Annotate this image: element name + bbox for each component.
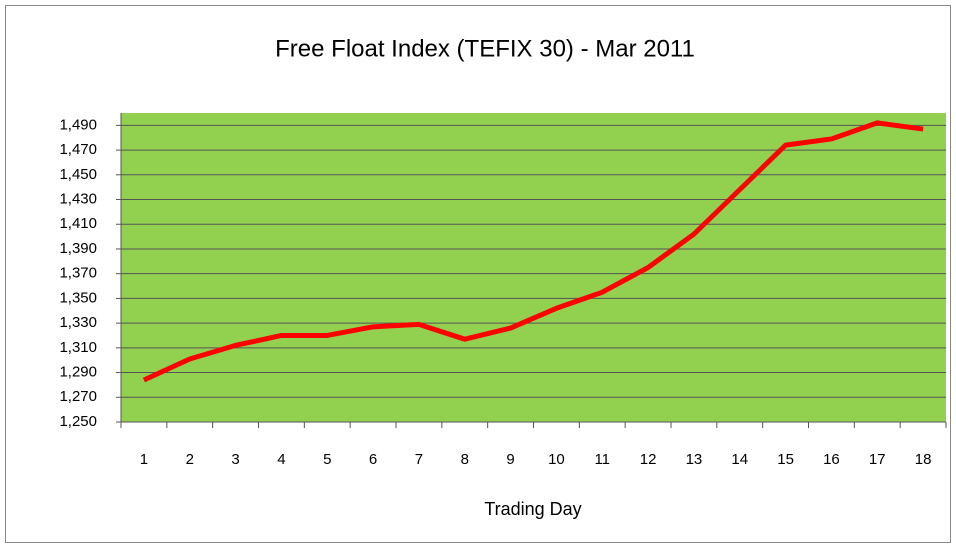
x-axis-label: Trading Day	[484, 499, 581, 519]
x-tick-label: 6	[369, 451, 377, 468]
x-tick-label: 11	[594, 451, 610, 468]
y-tick-label: 1,330	[59, 314, 97, 331]
x-tick-label: 13	[686, 451, 703, 468]
x-tick-label: 9	[506, 451, 514, 468]
data-line	[142, 120, 924, 383]
y-tick-label: 1,390	[59, 240, 97, 257]
x-tick-label: 8	[461, 451, 469, 468]
x-tick-label: 10	[548, 451, 565, 468]
x-tick-label: 14	[731, 451, 748, 468]
x-tick-label: 1	[140, 451, 148, 468]
x-tick-label: 3	[231, 451, 239, 468]
y-tick-label: 1,270	[59, 388, 97, 405]
x-tick-label: 17	[869, 451, 886, 468]
x-tick-label: 12	[640, 451, 657, 468]
y-tick-label: 1,470	[59, 141, 97, 158]
y-tick-label: 1,430	[59, 190, 97, 207]
x-tick-label: 7	[415, 451, 423, 468]
y-tick-label: 1,310	[59, 339, 97, 356]
y-tick-label: 1,490	[59, 116, 97, 133]
x-tick-label: 15	[777, 451, 794, 468]
y-tick-label: 1,250	[59, 413, 97, 430]
plot-area	[121, 113, 946, 422]
y-tick-label: 1,290	[59, 364, 97, 381]
x-tick-label: 2	[186, 451, 194, 468]
x-tick-label: 5	[323, 451, 331, 468]
chart-title: Free Float Index (TEFIX 30) - Mar 2011	[275, 35, 695, 62]
x-tick-label: 4	[277, 451, 285, 468]
y-tick-label: 1,450	[59, 166, 97, 183]
x-tick-label: 16	[823, 451, 840, 468]
y-tick-label: 1,370	[59, 265, 97, 282]
x-tick-label: 18	[915, 451, 932, 468]
y-tick-label: 1,350	[59, 289, 97, 306]
y-tick-label: 1,410	[59, 215, 97, 232]
